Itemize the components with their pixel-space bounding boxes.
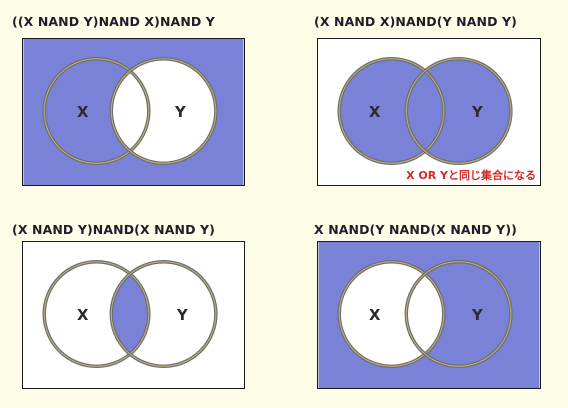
- label-x: X: [77, 104, 89, 121]
- circle-y-inner-ring: [110, 58, 217, 164]
- label-x: X: [77, 307, 89, 324]
- panel-2-title: (X NAND X)NAND(Y NAND Y): [314, 14, 517, 29]
- venn-panel-2: X Y X OR Yと同じ集合になる: [317, 38, 541, 186]
- venn-diagram-1: X Y: [23, 39, 244, 185]
- region-intersection: [406, 70, 444, 152]
- label-y: Y: [176, 307, 188, 324]
- label-y: Y: [174, 104, 186, 121]
- region-intersection: [406, 273, 444, 355]
- label-y: Y: [471, 104, 483, 121]
- region-intersection: [111, 273, 149, 355]
- panel-3-title: (X NAND Y)NAND(X NAND Y): [12, 222, 215, 237]
- circle-y-inner-ring: [405, 261, 512, 367]
- equivalence-note: X OR Yと同じ集合になる: [405, 167, 537, 183]
- circle-x-inner-ring: [338, 58, 445, 164]
- circle-outlines: [337, 260, 513, 369]
- circle-x-inner-ring: [43, 58, 150, 164]
- label-x: X: [369, 307, 381, 324]
- venn-panel-3: X Y: [22, 241, 245, 389]
- circle-outlines: [42, 260, 218, 369]
- region-intersection: [111, 70, 149, 152]
- venn-panel-4: X Y: [317, 241, 541, 389]
- circle-x-inner-ring: [43, 261, 150, 367]
- circle-outlines: [337, 57, 513, 166]
- label-y: Y: [471, 307, 483, 324]
- panel-1-title: ((X NAND Y)NAND X)NAND Y: [12, 14, 215, 29]
- panel-4-title: X NAND(Y NAND(X NAND Y)): [314, 222, 517, 237]
- venn-diagram-2: X Y: [318, 39, 540, 185]
- circle-y-inner-ring: [110, 261, 217, 367]
- circle-outlines: [42, 57, 218, 166]
- venn-diagram-4: X Y: [318, 242, 540, 388]
- circle-y-inner-ring: [405, 58, 512, 164]
- venn-panel-1: X Y: [22, 38, 245, 186]
- circle-x-inner-ring: [338, 261, 445, 367]
- label-x: X: [369, 104, 381, 121]
- venn-diagram-3: X Y: [23, 242, 244, 388]
